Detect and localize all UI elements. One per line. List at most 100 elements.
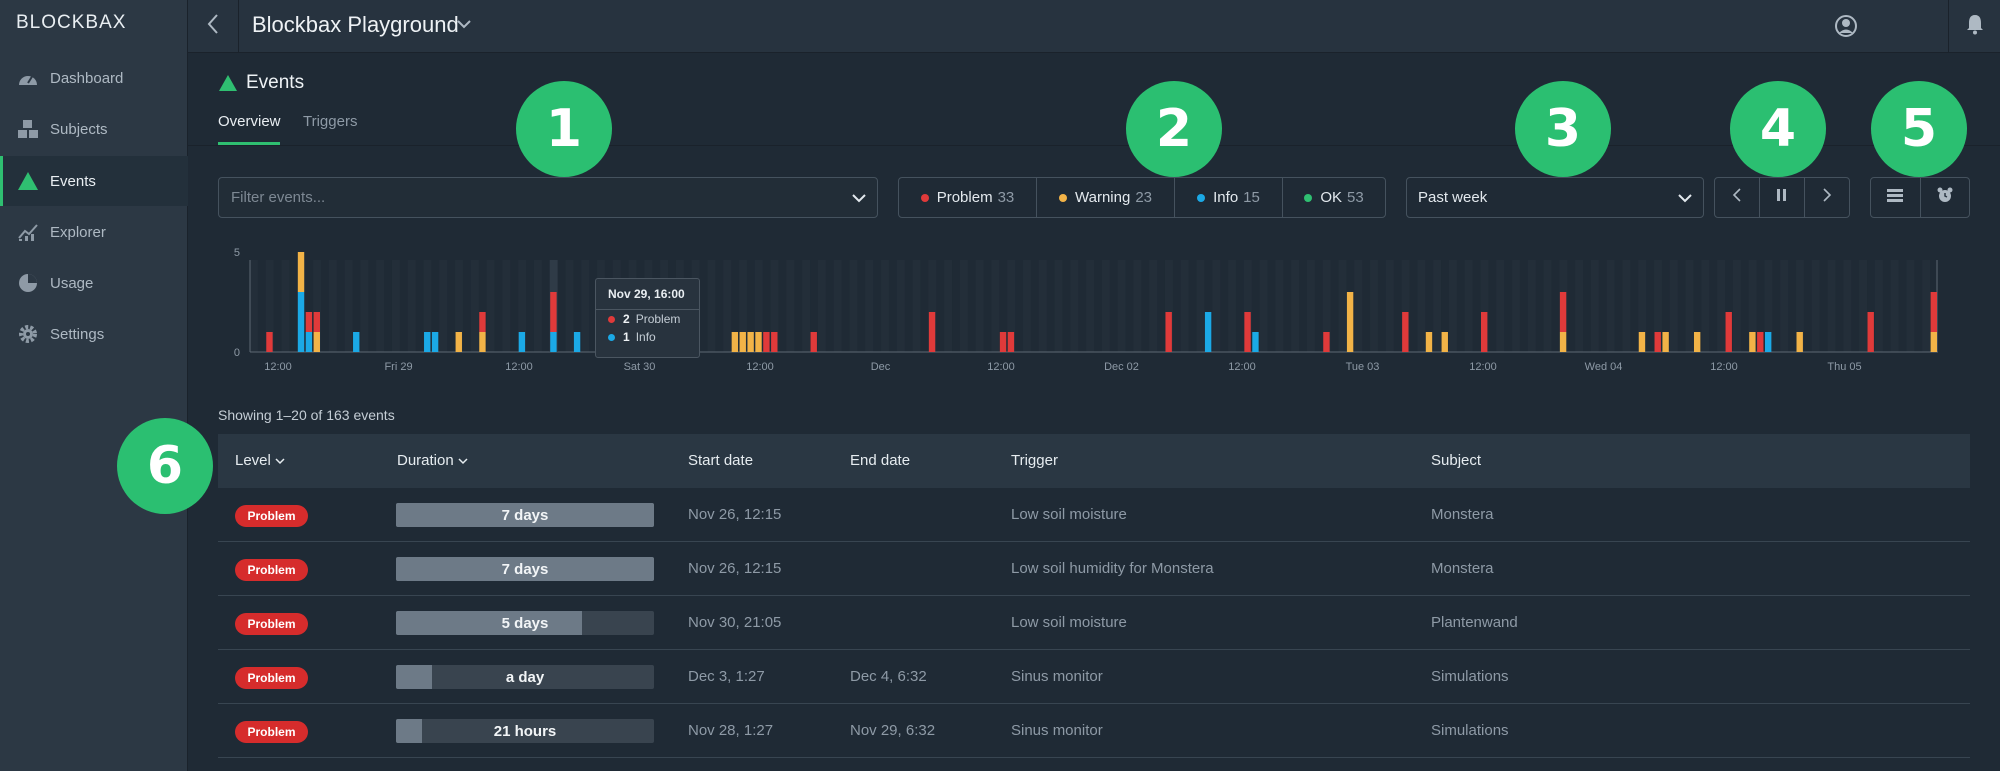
sidebar-item-usage[interactable]: Usage (0, 258, 188, 308)
table-row[interactable]: Problem 21 hours Nov 28, 1:27 Nov 29, 6:… (218, 704, 1970, 758)
view-options (1870, 177, 1970, 218)
tooltip-label: Problem (635, 312, 681, 326)
tab-overview[interactable]: Overview (218, 113, 281, 130)
pause-button[interactable] (1760, 178, 1805, 217)
chart-column-bg (1291, 260, 1300, 352)
chart-column-bg (1622, 260, 1631, 352)
column-header-start-date[interactable]: Start date (688, 452, 754, 469)
previous-period-button[interactable] (1715, 178, 1760, 217)
chart-column-bg (455, 260, 463, 352)
chart-column-bg (786, 260, 795, 352)
chevron-left-icon (1732, 187, 1742, 208)
chart-column-bg (1354, 260, 1363, 352)
level-toggle-problem[interactable]: Problem 33 (899, 178, 1037, 217)
bar-problem (305, 312, 313, 332)
pause-icon (1776, 188, 1788, 207)
chevron-down-icon[interactable] (851, 191, 867, 208)
chart-column-bg (407, 260, 416, 352)
table-row[interactable]: Problem 7 days Nov 26, 12:15 Low soil mo… (218, 488, 1970, 542)
chevron-down-icon (275, 452, 285, 469)
column-header-subject[interactable]: Subject (1431, 452, 1482, 469)
sidebar-item-events[interactable]: Events (0, 156, 188, 206)
bar-problem (763, 332, 770, 352)
trigger-cell[interactable]: Low soil humidity for Monstera (1011, 560, 1214, 577)
column-header-trigger[interactable]: Trigger (1011, 452, 1058, 469)
x-tick-label: 12:00 (505, 361, 533, 373)
x-tick-label: Sat 30 (624, 361, 656, 373)
chart-column-bg (376, 260, 385, 352)
bar-problem (550, 292, 557, 332)
notifications-button[interactable] (1948, 0, 2000, 53)
column-header-duration[interactable]: Duration (397, 452, 468, 469)
chart-column-bg (1180, 260, 1189, 352)
trigger-cell[interactable]: Sinus monitor (1011, 668, 1103, 685)
chart-column-bg (439, 260, 448, 352)
subject-cell[interactable]: Simulations (1431, 668, 1509, 685)
user-icon[interactable] (1834, 14, 1858, 43)
column-header-level[interactable]: Level (235, 452, 285, 469)
project-selector[interactable]: Blockbax Playground (252, 12, 459, 38)
back-button[interactable] (188, 0, 239, 53)
x-tick-label: Dec 02 (1104, 361, 1139, 373)
table-body: Problem 7 days Nov 26, 12:15 Low soil mo… (218, 488, 1970, 758)
level-toggle-warning[interactable]: Warning 23 (1037, 178, 1175, 217)
warning-triangle-icon (218, 74, 238, 97)
bar-info (297, 292, 305, 352)
table-row[interactable]: Problem a day Dec 3, 1:27 Dec 4, 6:32 Si… (218, 650, 1970, 704)
tab-triggers[interactable]: Triggers (303, 113, 358, 130)
level-label: Problem (936, 189, 993, 206)
chevron-left-icon (206, 13, 220, 40)
table-row[interactable]: Problem 7 days Nov 26, 12:15 Low soil hu… (218, 542, 1970, 596)
level-toggle-ok[interactable]: OK 53 (1283, 178, 1385, 217)
list-view-button[interactable] (1871, 178, 1921, 217)
next-period-button[interactable] (1805, 178, 1849, 217)
subject-cell[interactable]: Plantenwand (1431, 614, 1518, 631)
bar-problem (1654, 332, 1661, 352)
chart-column-bg (391, 260, 400, 352)
level-toggle-info[interactable]: Info 15 (1175, 178, 1283, 217)
events-histogram[interactable]: 0 5 12:00 Fri 29 12:00 Sat 30 12:00 Dec 12:00 Dec… (218, 248, 1938, 378)
chart-column-bg (1843, 260, 1852, 352)
sidebar-item-explorer[interactable]: Explorer (0, 207, 188, 257)
level-badge: Problem (235, 613, 308, 635)
subject-cell[interactable]: Monstera (1431, 560, 1494, 577)
trigger-cell[interactable]: Sinus monitor (1011, 722, 1103, 739)
duration-fill (396, 719, 422, 743)
chart-column-bg (912, 260, 921, 352)
end-date-cell: Dec 4, 6:32 (850, 668, 927, 685)
subject-cell[interactable]: Simulations (1431, 722, 1509, 739)
chart-column-bg (1448, 260, 1457, 352)
start-date-cell: Dec 3, 1:27 (688, 668, 765, 685)
chart-column-bg (1748, 260, 1757, 352)
chart-column-bg (1385, 260, 1394, 352)
sidebar-item-settings[interactable]: Settings (0, 309, 188, 359)
column-header-end-date[interactable]: End date (850, 452, 911, 469)
trigger-cell[interactable]: Low soil moisture (1011, 506, 1127, 523)
callout-marker-6: 6 (117, 418, 213, 514)
duration-bar: 21 hours (396, 719, 654, 743)
divider (188, 145, 2000, 146)
sidebar-item-subjects[interactable]: Subjects (0, 104, 188, 154)
table-row[interactable]: Problem 5 days Nov 30, 21:05 Low soil mo… (218, 596, 1970, 650)
chart-column-bg (1338, 260, 1347, 352)
sidebar-item-label: Events (50, 172, 96, 190)
sidebar-item-dashboard[interactable]: Dashboard (0, 53, 188, 103)
chart-column-bg (739, 260, 747, 352)
x-tick-label: Fri 29 (384, 361, 412, 373)
info-dot-icon (1197, 193, 1206, 202)
page-title: Events (246, 72, 305, 93)
subject-cell[interactable]: Monstera (1431, 506, 1494, 523)
trigger-cell[interactable]: Low soil moisture (1011, 614, 1127, 631)
x-tick-label: 12:00 (1469, 361, 1497, 373)
chart-column-bg (533, 260, 542, 352)
chart-column-bg (1433, 260, 1442, 352)
filter-events-input[interactable]: Filter events... (218, 177, 878, 218)
chevron-down-icon[interactable] (456, 17, 472, 35)
filter-placeholder: Filter events... (231, 189, 326, 206)
chart-column-bg (1654, 260, 1662, 352)
tooltip-count: 2 (623, 312, 630, 326)
logo[interactable]: BLOCKBAX (16, 12, 126, 42)
duration-label: 21 hours (493, 723, 557, 740)
alarm-view-button[interactable] (1921, 178, 1970, 217)
time-range-select[interactable]: Past week (1406, 177, 1704, 218)
